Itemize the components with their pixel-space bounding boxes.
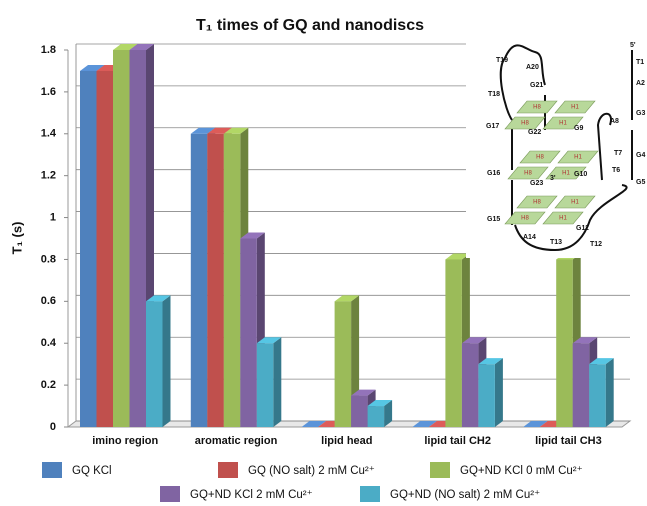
nucleotide-label: T18: [488, 91, 500, 98]
bar: [80, 71, 97, 427]
nucleotide-label: A20: [526, 64, 539, 71]
nucleotide-label: 3': [550, 175, 556, 182]
tetrad-label: H1: [559, 216, 567, 222]
tetrad-label: H1: [574, 155, 582, 161]
tetrad-label: H1: [562, 171, 570, 177]
y-tick-label: 0: [50, 421, 56, 433]
nucleotide-label: G3: [636, 110, 645, 117]
chart-title: T₁ times of GQ and nanodiscs: [196, 17, 424, 34]
nucleotide-label: G22: [528, 129, 541, 136]
bar: [130, 50, 147, 427]
legend-label: GQ KCl: [72, 465, 112, 477]
bar: [462, 343, 479, 427]
bar: [257, 343, 274, 427]
tetrad-label: H1: [571, 200, 579, 206]
y-tick-label: 1.6: [41, 86, 56, 98]
bar-side: [606, 358, 614, 427]
y-tick-label: 1.4: [41, 128, 57, 140]
inset-diagram: H8 H1 H8 H1 H8 H1 H8 H1 H8 H1 H8 H1 5' T1 A2 G3 G4 G5 T6 T7…: [466, 32, 646, 258]
bar: [335, 301, 352, 427]
bar-side: [495, 358, 503, 427]
nucleotide-label: G9: [574, 125, 583, 132]
tetrad-label: H1: [571, 105, 579, 111]
nucleotide-label: 5': [630, 42, 636, 49]
nucleotide-label: A8: [610, 118, 619, 125]
legend-swatch: [160, 486, 180, 502]
y-tick-label: 1.8: [41, 44, 56, 56]
nucleotide-label: G11: [576, 225, 589, 232]
nucleotide-label: A2: [636, 80, 645, 87]
y-tick-label: 0.6: [41, 295, 56, 307]
x-tick-label: imino region: [92, 435, 158, 447]
nucleotide-label: G23: [530, 180, 543, 187]
legend-label: GQ+ND (NO salt) 2 mM Cu²⁺: [390, 489, 540, 501]
nucleotide-label: T6: [612, 167, 620, 174]
chart: T₁ times of GQ and nanodiscs T₁ (s) 0 0.2…: [0, 0, 647, 506]
nucleotide-label: T1: [636, 59, 644, 66]
y-axis-label: T₁ (s): [9, 222, 24, 255]
legend-swatch: [218, 462, 238, 478]
y-tick-label: 1: [50, 211, 56, 223]
nucleotide-label: T12: [590, 241, 602, 248]
legend-swatch: [430, 462, 450, 478]
bar: [240, 239, 256, 428]
nucleotide-label: G5: [636, 179, 645, 186]
legend-label: GQ+ND KCl 2 mM Cu²⁺: [190, 489, 313, 501]
nucleotide-label: T7: [614, 150, 622, 157]
legend-swatch: [42, 462, 62, 478]
bar: [351, 396, 368, 427]
legend-label: GQ (NO salt) 2 mM Cu²⁺: [248, 465, 375, 477]
y-tick-label: 0.2: [41, 379, 56, 391]
tetrad-label: H8: [533, 200, 541, 206]
nucleotide-label: G10: [574, 171, 587, 178]
y-tick-label: 1.2: [41, 170, 56, 182]
bar: [445, 259, 462, 427]
tetrad-label: H8: [521, 216, 529, 222]
bar: [191, 134, 208, 427]
tetrad-label: H8: [521, 121, 529, 127]
nucleotide-label: G17: [486, 123, 499, 130]
x-tick-label: lipid head: [321, 435, 372, 447]
nucleotide-label: G15: [487, 216, 500, 223]
y-tick-label: 0.4: [41, 337, 57, 349]
nucleotide-label: G4: [636, 152, 645, 159]
x-tick-label: lipid tail CH2: [424, 435, 491, 447]
x-tick-label: lipid tail CH3: [535, 435, 602, 447]
bar: [368, 406, 385, 427]
nucleotide-label: T13: [550, 239, 562, 246]
tetrad-label: H1: [559, 121, 567, 127]
bar: [207, 134, 224, 427]
nucleotide-label: G21: [530, 82, 543, 89]
bar: [573, 343, 590, 427]
x-tick-label: aromatic region: [195, 435, 278, 447]
legend-label: GQ+ND KCl 0 mM Cu²⁺: [460, 465, 583, 477]
y-tick-label: 0.8: [41, 253, 56, 265]
bar: [589, 364, 606, 427]
bar: [556, 259, 573, 427]
tetrad-label: H8: [536, 155, 544, 161]
bar: [224, 134, 241, 427]
legend-swatch: [360, 486, 380, 502]
bar: [478, 364, 495, 427]
legend: GQ KCl GQ (NO salt) 2 mM Cu²⁺ GQ+ND KCl 0 …: [42, 462, 583, 502]
nucleotide-label: G16: [487, 170, 500, 177]
tetrad-label: H8: [533, 105, 541, 111]
bar-side: [273, 337, 281, 427]
nucleotide-label: T19: [496, 57, 508, 64]
bar: [113, 50, 130, 427]
bar: [97, 71, 114, 427]
bar: [146, 301, 163, 427]
nucleotide-label: A14: [523, 234, 536, 241]
bar-side: [163, 295, 171, 427]
tetrad-label: H8: [524, 171, 532, 177]
